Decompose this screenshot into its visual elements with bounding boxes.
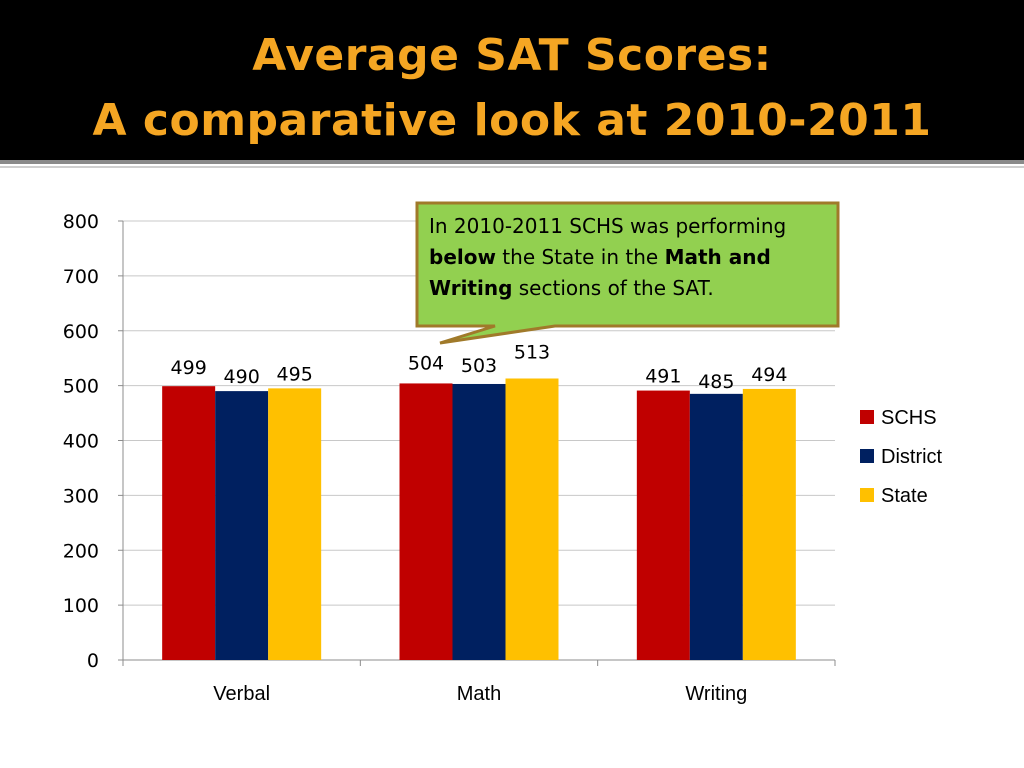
y-tick-label: 200 (63, 540, 99, 562)
bar-schs-writing (636, 390, 690, 660)
callout-text: In 2010-2011 SCHS was performing below t… (429, 211, 821, 304)
legend-swatch-state (860, 488, 874, 502)
legend-label-state: State (881, 485, 928, 507)
bar-state-writing (742, 388, 796, 660)
callout-part-1: In 2010-2011 SCHS was performing (429, 214, 787, 238)
y-tick-label: 600 (63, 321, 99, 343)
x-category-label: Math (457, 683, 501, 705)
legend-swatch-district (860, 449, 874, 463)
slide-title-line-1: Average SAT Scores: (252, 30, 772, 81)
slide-title-line-2: A comparative look at 2010-2011 (92, 95, 932, 146)
data-label: 503 (461, 355, 497, 377)
legend-swatch-schs (860, 410, 874, 424)
callout-bubble (415, 201, 840, 345)
bar-state-verbal (268, 388, 322, 660)
callout-part-2-bold: below (429, 245, 496, 269)
legend: SCHS District State (860, 407, 943, 507)
bar-state-math (505, 378, 559, 660)
title-divider-thin (0, 166, 1024, 168)
x-category-label: Writing (685, 683, 747, 705)
y-tick-label: 700 (63, 266, 99, 288)
y-tick-label: 800 (63, 211, 99, 233)
data-label: 490 (224, 366, 260, 388)
data-label: 485 (698, 371, 734, 393)
callout-part-4-bold: Math and Writing (429, 245, 771, 300)
y-tick-label: 400 (63, 431, 99, 453)
callout-shape (415, 201, 840, 345)
bar-district-writing (689, 393, 743, 660)
axes: 0 100 200 300 400 500 600 700 800 Verbal Math Writi… (63, 211, 836, 705)
title-bar: Average SAT Scores: A comparative look a… (0, 0, 1024, 160)
data-label: 499 (171, 357, 207, 379)
callout-part-5: sections of the SAT. (512, 276, 714, 300)
bars (162, 378, 796, 660)
callout-part-3: the State in the (495, 245, 665, 269)
data-label: 494 (751, 364, 787, 386)
title-divider (0, 160, 1024, 164)
data-label: 491 (645, 366, 681, 388)
bar-schs-verbal (162, 386, 216, 660)
legend-label-schs: SCHS (881, 407, 937, 429)
data-label: 504 (408, 352, 444, 374)
bar-district-verbal (215, 391, 269, 660)
y-tick-label: 300 (63, 485, 99, 507)
x-category-label: Verbal (213, 683, 270, 705)
bar-district-math (452, 383, 506, 660)
y-tick-label: 100 (63, 595, 99, 617)
y-tick-label: 0 (87, 650, 99, 672)
data-label: 495 (277, 363, 313, 385)
data-label: 513 (514, 341, 550, 363)
bar-schs-math (399, 383, 453, 660)
y-tick-label: 500 (63, 376, 99, 398)
data-labels: 499 490 495 504 503 513 491 485 494 (171, 341, 788, 392)
legend-label-district: District (881, 446, 943, 468)
